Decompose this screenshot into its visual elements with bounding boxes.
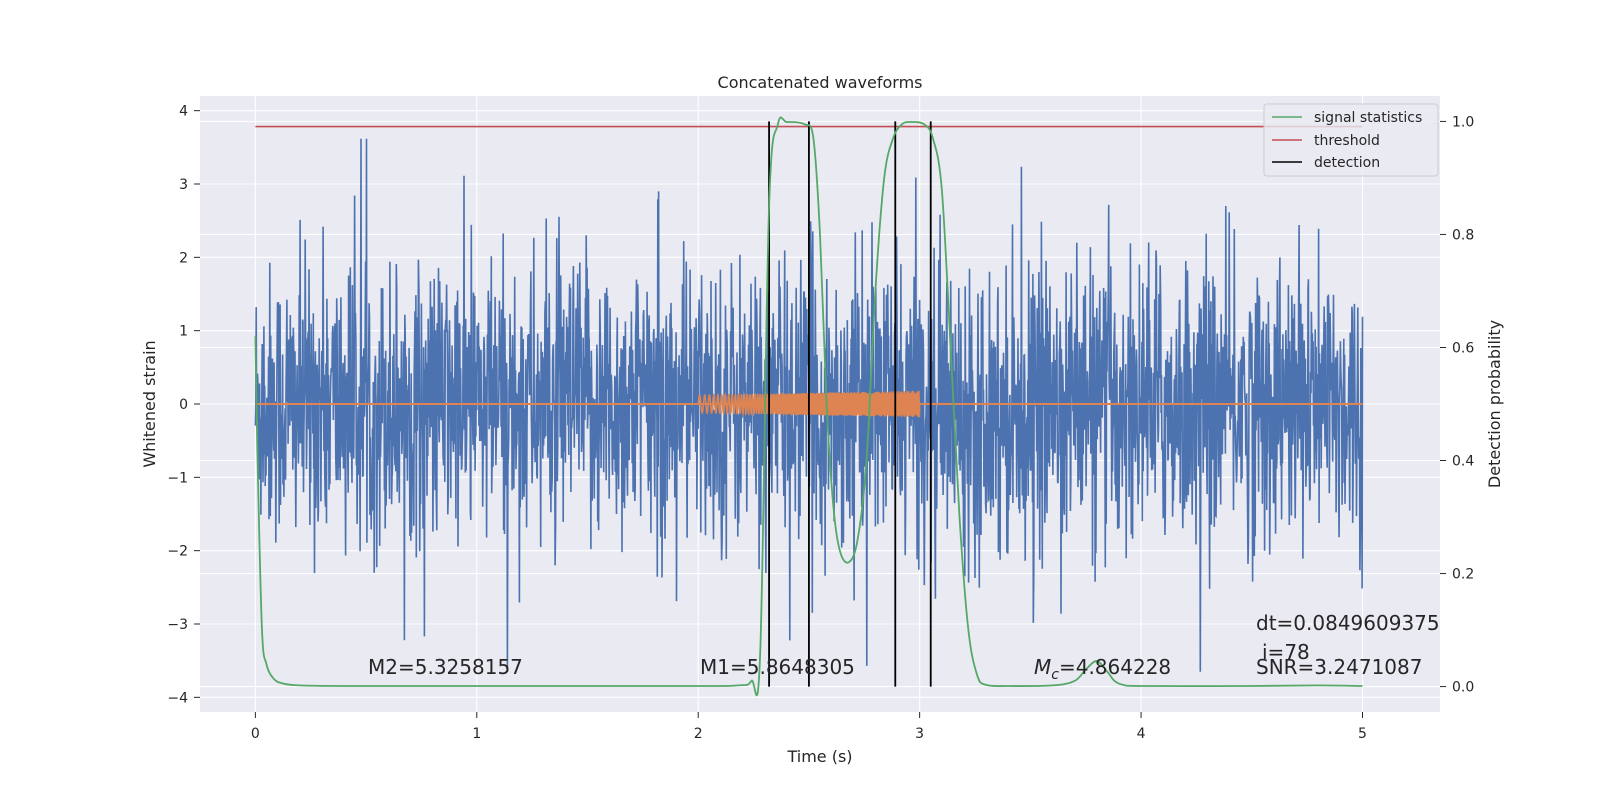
legend-label-detection: detection xyxy=(1314,155,1380,171)
y-tick-label-3: −1 xyxy=(167,470,188,486)
mc-symbol: M xyxy=(1034,655,1051,679)
y-tick-label-5: 1 xyxy=(179,324,188,340)
y-tick-label-4: 0 xyxy=(179,397,188,413)
mc-value: =4.864228 xyxy=(1059,655,1171,679)
y2-tick-label-1: 0.2 xyxy=(1452,567,1474,583)
x-tick-label-0: 0 xyxy=(251,726,260,742)
legend-box xyxy=(1263,103,1439,177)
y-tick-label-7: 3 xyxy=(179,177,188,193)
y-tick-label-8: 4 xyxy=(179,104,188,120)
x-tick-label-2: 2 xyxy=(694,726,703,742)
ticks-layer: 0 1 2 3 4 5 −4 −3 −2 −1 0 1 2 3 4 0.0 0.2 0.4 0.6 0.8 1.0 xyxy=(167,104,1474,742)
y2-tick-label-5: 1.0 xyxy=(1452,114,1474,130)
x-axis-label: Time (s) xyxy=(786,747,852,766)
x-tick-label-4: 4 xyxy=(1137,726,1146,742)
chart-title: Concatenated waveforms xyxy=(718,73,923,92)
x-tick-label-3: 3 xyxy=(915,726,924,742)
series-layer xyxy=(254,116,1364,697)
x-tick-label-5: 5 xyxy=(1358,726,1367,742)
annotation-dt: dt=0.0849609375 xyxy=(1256,611,1440,635)
mc-subscript: c xyxy=(1051,667,1059,683)
y2-axis-label: Detection probability xyxy=(1485,320,1504,488)
annotation-snr: SNR=3.2471087 xyxy=(1256,655,1422,679)
annotation-m2: M2=5.3258157 xyxy=(368,655,523,679)
y2-tick-label-0: 0.0 xyxy=(1452,680,1474,696)
y-tick-label-2: −2 xyxy=(167,544,188,560)
y-axis-label: Whitened strain xyxy=(140,340,159,467)
series-signal-statistics xyxy=(254,116,1363,697)
legend-label-statistic: signal statistics xyxy=(1314,110,1422,126)
y-tick-label-6: 2 xyxy=(179,250,188,266)
legend: signal statistics threshold detection xyxy=(1263,103,1439,177)
y2-tick-label-2: 0.4 xyxy=(1452,454,1474,470)
annotation-m1: M1=5.8648305 xyxy=(700,655,855,679)
y-tick-label-1: −3 xyxy=(167,617,188,633)
y-tick-label-0: −4 xyxy=(167,690,188,706)
annotation-mc: Mc=4.864228 xyxy=(1034,655,1171,683)
y2-tick-label-3: 0.6 xyxy=(1452,340,1474,356)
legend-label-threshold: threshold xyxy=(1314,133,1380,149)
annotation-i: i=78 xyxy=(1262,640,1310,664)
y2-tick-label-4: 0.8 xyxy=(1452,227,1474,243)
x-tick-label-1: 1 xyxy=(472,726,481,742)
